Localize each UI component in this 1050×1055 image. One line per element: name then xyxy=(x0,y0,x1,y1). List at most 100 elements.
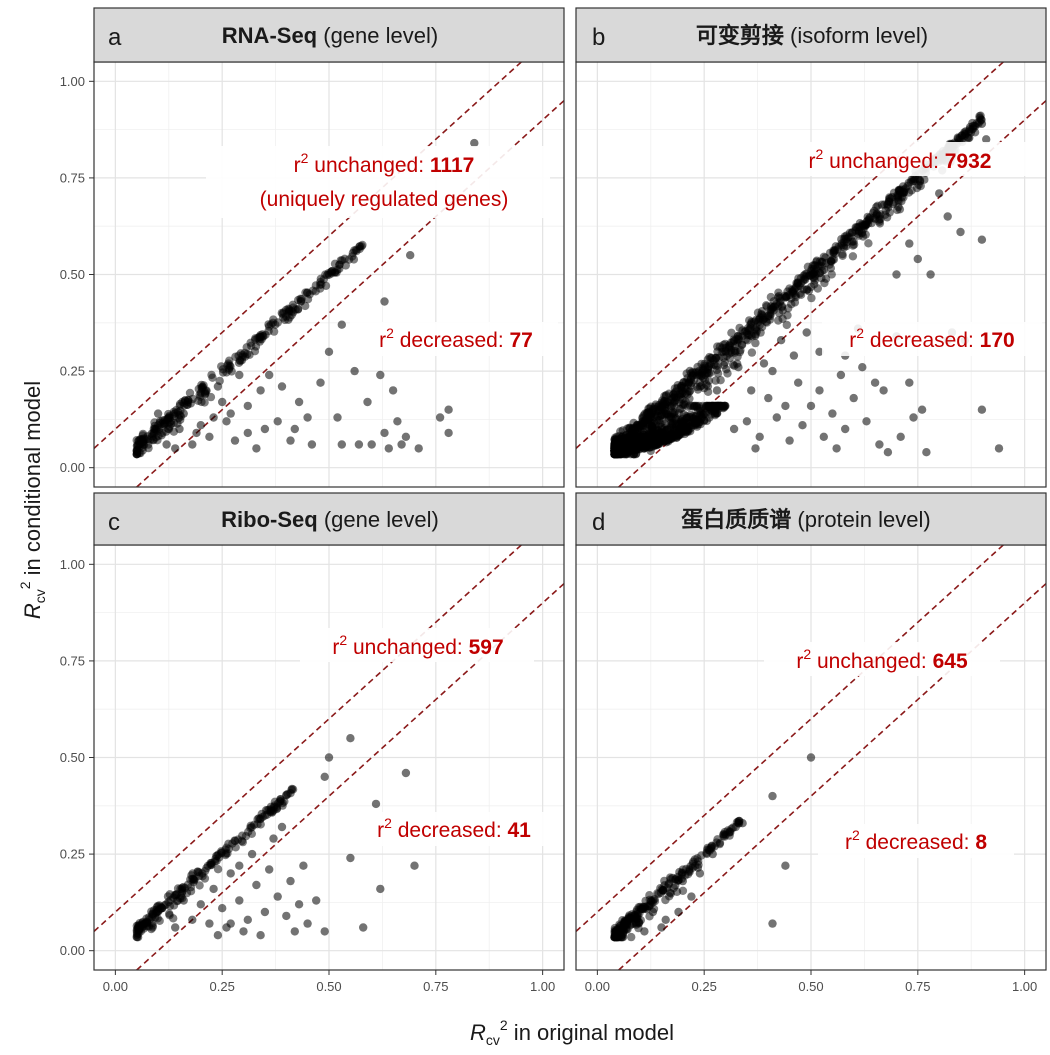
data-point xyxy=(713,835,722,844)
data-point xyxy=(294,397,304,407)
data-point xyxy=(704,368,713,378)
data-point xyxy=(226,869,235,878)
data-point xyxy=(367,440,376,449)
data-point xyxy=(798,421,807,430)
panel-a-annotation-decreased-text: r2 decreased: 77 xyxy=(379,325,533,352)
panel-a-letter: a xyxy=(108,24,122,51)
data-point xyxy=(774,316,783,325)
panel-c-dec-sup: 2 xyxy=(384,815,392,831)
data-point xyxy=(205,432,214,441)
data-point xyxy=(290,927,299,936)
data-point xyxy=(243,401,252,411)
y-tick-label: 1.00 xyxy=(60,74,85,89)
data-point xyxy=(290,424,299,434)
panel-a-dec-count: 77 xyxy=(510,329,533,352)
data-point xyxy=(222,417,231,426)
data-point xyxy=(690,855,700,864)
data-point xyxy=(673,384,682,393)
panel-c-points xyxy=(132,734,419,942)
data-point xyxy=(863,212,872,222)
panel-c-ann-count: 597 xyxy=(469,636,504,659)
data-point xyxy=(783,311,792,320)
data-point xyxy=(380,428,389,438)
data-point xyxy=(679,410,688,419)
panel-d-strip xyxy=(575,492,1047,546)
data-point xyxy=(729,424,739,434)
data-point xyxy=(746,320,755,329)
panel-b-ann-sup: 2 xyxy=(816,146,824,162)
x-tick-label: 0.00 xyxy=(103,979,128,994)
data-point xyxy=(802,328,811,337)
data-point xyxy=(982,135,991,144)
panel-a-dec-label: decreased: xyxy=(394,329,510,352)
data-point xyxy=(256,931,265,940)
y-axis-title-sub: cv xyxy=(32,589,48,603)
data-point xyxy=(380,297,389,306)
data-point xyxy=(770,302,779,311)
data-point xyxy=(200,874,210,883)
data-point xyxy=(196,421,205,430)
panel-d-ann-r: r xyxy=(796,650,803,673)
data-point xyxy=(751,330,760,339)
data-point xyxy=(186,875,195,884)
data-point xyxy=(209,413,218,422)
panel-d-ann-label: unchanged: xyxy=(811,650,932,673)
y-tick-label: 0.50 xyxy=(60,750,85,765)
data-point xyxy=(762,302,771,311)
data-point xyxy=(734,363,743,372)
data-point xyxy=(213,382,223,391)
y-axis-ticks-top: 0.00 0.25 0.50 0.75 1.00 xyxy=(60,74,94,475)
data-point xyxy=(917,405,927,414)
data-point xyxy=(672,887,682,896)
data-point xyxy=(230,436,240,445)
panel-a-annotation-unchanged-extra: (uniquely regulated genes) xyxy=(260,188,509,211)
panel-b-annotation-unchanged-text: r2 unchanged: 7932 xyxy=(809,146,992,173)
panel-d-letter: d xyxy=(592,509,605,536)
x-tick-label: 1.00 xyxy=(1012,979,1037,994)
reference-line-upper xyxy=(575,544,1004,932)
data-point xyxy=(175,424,184,434)
data-point xyxy=(667,409,677,418)
data-point xyxy=(639,438,649,447)
data-point xyxy=(768,919,777,928)
x-axis-ticks-right: 0.00 0.25 0.50 0.75 1.00 xyxy=(585,970,1037,994)
data-point xyxy=(955,135,964,144)
data-point xyxy=(708,849,717,859)
data-point xyxy=(166,417,176,426)
panel-c-ann-r: r xyxy=(332,636,339,659)
panel-b-annotation-decreased-bg xyxy=(822,322,1042,356)
panel-d-annotation-unchanged-text: r2 unchanged: 645 xyxy=(796,646,968,673)
data-point xyxy=(828,409,837,418)
data-point xyxy=(132,925,142,934)
data-point xyxy=(854,227,864,236)
data-point xyxy=(641,415,650,424)
data-point xyxy=(273,417,282,426)
panel-b-strip-bold: 可变剪接 xyxy=(696,23,784,48)
y-axis-title-rest: in conditional model xyxy=(20,381,45,582)
data-point xyxy=(260,907,270,917)
data-point xyxy=(194,384,203,394)
panel-a-ann-label: unchanged: xyxy=(308,154,429,177)
data-point xyxy=(772,413,781,422)
data-point xyxy=(826,256,835,266)
panel-d-ann-sup: 2 xyxy=(803,646,811,662)
data-point xyxy=(787,299,796,309)
panel-c-annotation-decreased-text: r2 decreased: 41 xyxy=(377,815,531,842)
panel-c-grid xyxy=(94,545,564,970)
panel-a: a RNA-Seq (gene level) r2 unchanged: 111… xyxy=(93,7,565,488)
data-point xyxy=(267,805,276,814)
data-point xyxy=(785,436,794,445)
data-point xyxy=(669,433,679,442)
data-point xyxy=(747,386,756,395)
panel-d-dec-r: r xyxy=(845,831,852,854)
data-point xyxy=(350,366,359,376)
data-point xyxy=(668,393,678,403)
panel-a-annotation-unchanged: r2 unchanged: 1117 (uniquely regulated g… xyxy=(206,146,550,218)
data-point xyxy=(303,288,312,297)
x-tick-label: 1.00 xyxy=(530,979,555,994)
panel-d-dec-count: 8 xyxy=(975,831,987,854)
data-point xyxy=(286,876,295,886)
panel-c-strip xyxy=(93,492,565,546)
data-point xyxy=(237,356,247,365)
data-point xyxy=(712,386,722,395)
